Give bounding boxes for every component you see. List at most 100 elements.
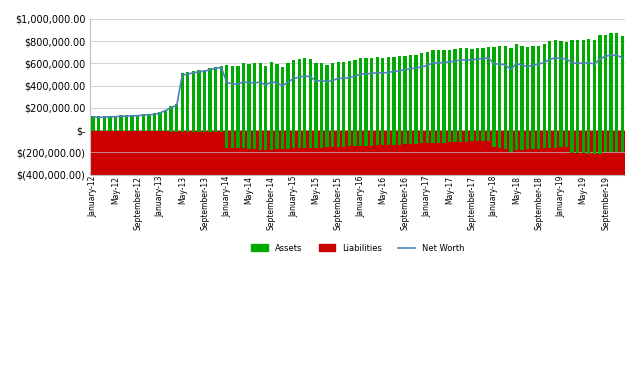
Bar bbox=[203, 70, 206, 130]
Bar bbox=[203, 130, 206, 132]
Bar bbox=[431, 50, 435, 130]
Bar bbox=[97, 130, 100, 131]
Bar bbox=[141, 130, 145, 131]
Bar bbox=[136, 114, 140, 130]
Bar bbox=[102, 116, 106, 130]
Bar bbox=[520, 46, 524, 130]
Bar bbox=[253, 63, 257, 130]
Bar bbox=[320, 130, 323, 148]
Bar bbox=[398, 56, 401, 130]
Bar bbox=[359, 58, 362, 130]
Bar bbox=[269, 62, 273, 130]
Bar bbox=[515, 44, 518, 130]
Bar bbox=[381, 130, 385, 145]
Bar bbox=[119, 130, 123, 131]
Bar bbox=[209, 68, 212, 130]
Bar bbox=[415, 54, 418, 130]
Bar bbox=[131, 115, 134, 130]
Bar bbox=[615, 130, 618, 152]
Bar bbox=[158, 130, 162, 131]
Bar bbox=[286, 63, 290, 130]
Bar bbox=[225, 65, 228, 130]
Bar bbox=[286, 130, 290, 149]
Bar bbox=[325, 65, 329, 130]
Bar bbox=[180, 74, 184, 130]
Bar bbox=[281, 130, 284, 149]
Bar bbox=[582, 130, 585, 153]
Bar bbox=[370, 58, 373, 130]
Net Worth bbox=[90, 114, 97, 119]
Bar bbox=[248, 130, 251, 149]
Bar bbox=[615, 33, 618, 130]
Bar bbox=[92, 116, 95, 130]
Bar bbox=[387, 130, 390, 145]
Bar bbox=[225, 130, 228, 148]
Bar bbox=[621, 36, 624, 130]
Bar bbox=[531, 130, 535, 149]
Bar bbox=[543, 44, 546, 130]
Bar bbox=[436, 50, 440, 130]
Bar bbox=[192, 130, 195, 132]
Bar bbox=[314, 130, 317, 148]
Bar bbox=[609, 33, 612, 130]
Bar bbox=[102, 130, 106, 131]
Bar bbox=[459, 130, 462, 142]
Bar bbox=[114, 116, 117, 130]
Bar bbox=[526, 130, 529, 149]
Bar bbox=[125, 130, 128, 131]
Bar bbox=[298, 59, 301, 130]
Bar bbox=[197, 70, 200, 130]
Bar bbox=[481, 130, 484, 141]
Bar bbox=[170, 130, 173, 132]
Bar bbox=[570, 40, 574, 130]
Bar bbox=[498, 130, 501, 149]
Bar bbox=[192, 71, 195, 130]
Bar bbox=[448, 49, 451, 130]
Bar bbox=[376, 57, 379, 130]
Bar bbox=[325, 130, 329, 147]
Legend: Assets, Liabilities, Net Worth: Assets, Liabilities, Net Worth bbox=[248, 240, 468, 256]
Bar bbox=[587, 130, 591, 154]
Bar bbox=[442, 130, 445, 142]
Bar bbox=[426, 53, 429, 130]
Bar bbox=[582, 40, 585, 130]
Bar bbox=[481, 48, 484, 130]
Bar bbox=[308, 59, 312, 130]
Bar bbox=[342, 130, 346, 147]
Bar bbox=[565, 42, 568, 130]
Bar bbox=[470, 49, 474, 130]
Bar bbox=[186, 130, 189, 132]
Bar bbox=[114, 130, 117, 131]
Bar bbox=[248, 64, 251, 130]
Bar bbox=[131, 130, 134, 131]
Bar bbox=[431, 130, 435, 143]
Net Worth bbox=[95, 115, 102, 120]
Bar bbox=[492, 130, 496, 147]
Bar bbox=[170, 106, 173, 130]
Bar bbox=[570, 130, 574, 153]
Bar bbox=[153, 130, 156, 131]
Bar bbox=[136, 130, 140, 131]
Bar bbox=[125, 115, 128, 130]
Bar bbox=[92, 130, 95, 131]
Bar bbox=[186, 72, 189, 130]
Bar bbox=[242, 130, 245, 149]
Bar bbox=[593, 40, 596, 130]
Bar bbox=[337, 62, 340, 130]
Bar bbox=[392, 130, 396, 145]
Bar bbox=[387, 57, 390, 130]
Bar bbox=[242, 63, 245, 130]
Bar bbox=[164, 110, 167, 130]
Bar bbox=[576, 130, 579, 153]
Bar bbox=[459, 49, 462, 130]
Bar bbox=[214, 67, 218, 130]
Bar bbox=[476, 130, 479, 141]
Bar bbox=[337, 130, 340, 147]
Bar bbox=[548, 41, 552, 130]
Bar bbox=[403, 130, 406, 144]
Bar bbox=[281, 67, 284, 130]
Bar bbox=[537, 46, 540, 130]
Bar bbox=[209, 130, 212, 132]
Bar bbox=[415, 130, 418, 144]
Bar bbox=[236, 130, 239, 149]
